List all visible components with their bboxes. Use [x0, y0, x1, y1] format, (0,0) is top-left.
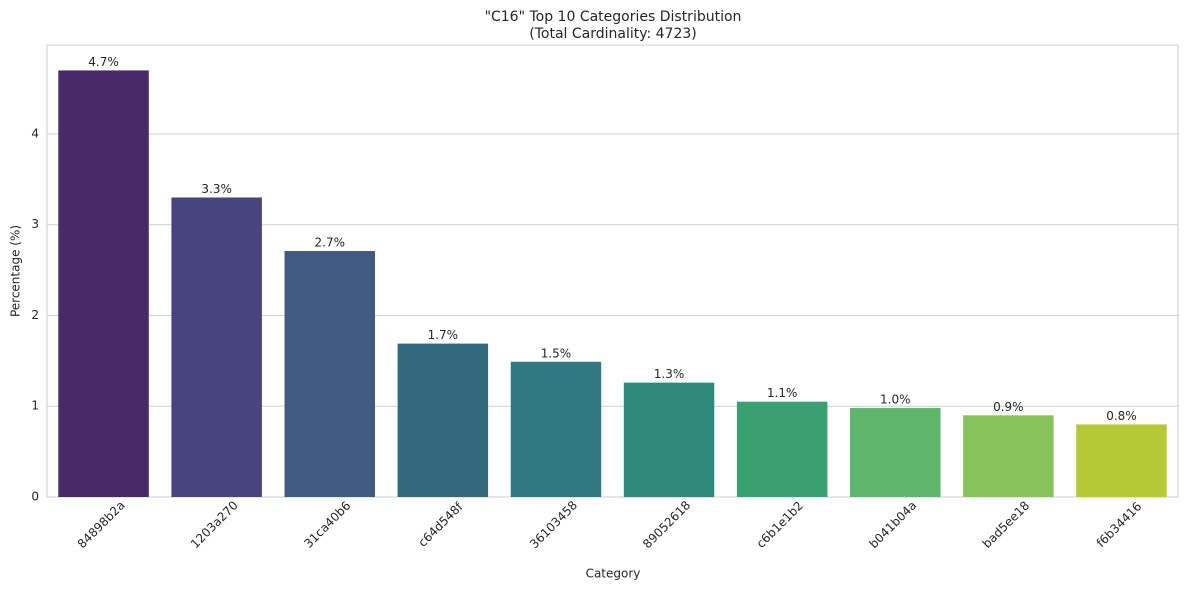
x-axis-label: Category — [586, 567, 641, 581]
value-label: 0.9% — [993, 400, 1024, 414]
bar — [736, 401, 828, 497]
bar — [623, 382, 715, 497]
bar — [1076, 424, 1167, 497]
value-label: 0.8% — [1106, 409, 1137, 423]
y-tick-label: 1 — [31, 399, 39, 413]
value-label: 1.7% — [428, 328, 459, 342]
y-axis-label: Percentage (%) — [9, 225, 23, 317]
x-tick-label: 36103458 — [527, 498, 580, 551]
bar — [963, 415, 1054, 497]
bar — [284, 251, 375, 497]
chart-title: "C16" Top 10 Categories Distribution — [485, 9, 742, 25]
bar — [397, 343, 489, 497]
x-tick-label: 31ca40b6 — [301, 499, 353, 551]
value-label: 4.7% — [88, 55, 119, 69]
x-tick-label: bad5ee18 — [980, 498, 1033, 551]
bar — [850, 408, 941, 497]
x-tick-label: f6b34416 — [1094, 499, 1145, 550]
y-tick-label: 4 — [31, 126, 39, 140]
value-label: 1.0% — [880, 393, 911, 407]
x-tick-label: 1203a270 — [188, 498, 241, 551]
x-tick-label: 84898b2a — [75, 498, 128, 551]
value-label: 1.3% — [654, 367, 685, 381]
x-tick-label: c6b1e1b2 — [754, 499, 806, 551]
y-tick-label: 0 — [31, 490, 39, 504]
x-tick-label: 89052618 — [640, 498, 693, 551]
value-label: 1.5% — [541, 346, 572, 360]
bar — [58, 70, 149, 497]
value-label: 1.1% — [767, 386, 798, 400]
x-tick-label: b041b04a — [866, 498, 919, 551]
chart-subtitle: (Total Cardinality: 4723) — [529, 26, 697, 42]
y-tick-label: 3 — [31, 217, 39, 231]
x-tick-label: c64d548f — [416, 499, 466, 549]
bar — [510, 361, 602, 497]
plot-frame — [46, 44, 1179, 498]
value-label: 3.3% — [201, 182, 232, 196]
value-label: 2.7% — [315, 236, 346, 250]
y-tick-label: 2 — [31, 308, 39, 322]
bar — [171, 197, 262, 497]
